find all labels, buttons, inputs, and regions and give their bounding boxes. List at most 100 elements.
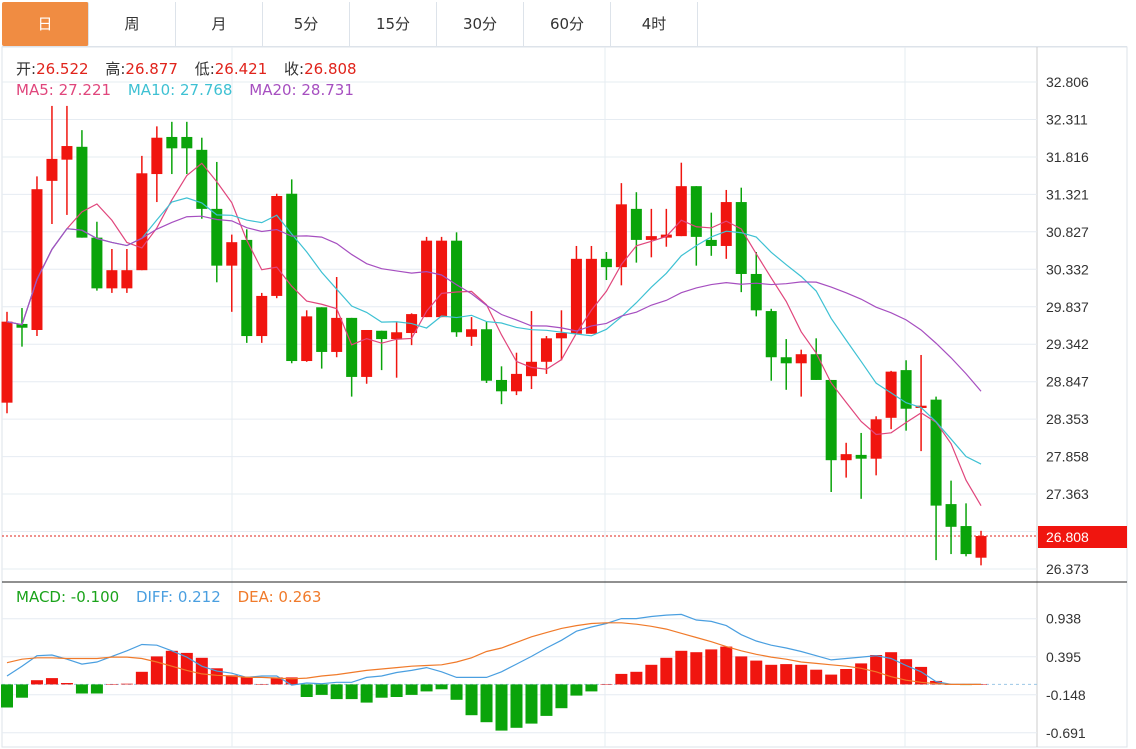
- candle-body: [391, 332, 403, 340]
- candle-body: [930, 399, 942, 506]
- candle-body: [885, 371, 897, 418]
- macd-bar: [45, 678, 58, 685]
- price-tick-label: 27.858: [1046, 449, 1089, 465]
- candle-up: [585, 245, 597, 334]
- ma10-label: MA10:: [127, 81, 180, 99]
- tab-1[interactable]: 周: [89, 2, 176, 46]
- macd-bar: [255, 684, 268, 685]
- macd-bar: [870, 655, 883, 685]
- candle-up: [421, 236, 433, 318]
- macd-bar: [825, 674, 838, 685]
- candle-body: [825, 379, 837, 461]
- candle-down: [16, 308, 28, 347]
- candle-body: [421, 240, 433, 318]
- price-tick-label: 31.321: [1046, 186, 1089, 202]
- macd-bar: [390, 684, 403, 697]
- macd-bar: [375, 684, 388, 698]
- current-price-tag: 26.808: [1038, 526, 1127, 548]
- candle-body: [585, 258, 597, 334]
- tab-3[interactable]: 5分: [263, 2, 350, 46]
- candle-body: [121, 270, 133, 289]
- macd-bar: [885, 652, 898, 685]
- macd-bar: [930, 680, 943, 685]
- candle-body: [331, 317, 343, 352]
- open-label: 开:: [16, 60, 37, 78]
- macd-bar: [705, 649, 718, 685]
- ohlc-legend: 开:26.522 高:26.877 低:26.421 收:26.808: [16, 58, 357, 79]
- candle-body: [196, 149, 208, 209]
- candle-body: [466, 329, 478, 337]
- candles-layer: [1, 105, 987, 566]
- candle-up: [510, 352, 522, 396]
- candle-body: [720, 202, 732, 246]
- macd-bar: [15, 684, 28, 698]
- candle-down: [496, 366, 508, 405]
- ma10-value: 27.768: [179, 81, 233, 99]
- chart-frame: [1, 46, 1128, 748]
- macd-bar: [480, 684, 493, 723]
- candle-body: [675, 186, 687, 237]
- candle-up: [645, 208, 657, 258]
- macd-bar: [780, 664, 793, 685]
- candle-down: [765, 308, 777, 381]
- tab-4[interactable]: 15分: [350, 2, 437, 46]
- candle-up: [331, 277, 343, 358]
- candle-down: [930, 396, 942, 561]
- high-label: 高:: [105, 60, 126, 78]
- high-value: 26.877: [125, 60, 178, 78]
- candle-up: [915, 354, 927, 452]
- macd-bar: [105, 684, 118, 685]
- macd-bar: [30, 680, 43, 685]
- diff-line: [6, 613, 982, 686]
- candle-body: [975, 536, 987, 558]
- macd-bar: [570, 684, 583, 696]
- candle-up: [151, 126, 163, 203]
- tab-0[interactable]: 日: [2, 2, 89, 46]
- ma20-label: MA20:: [249, 81, 302, 99]
- candle-body: [750, 273, 762, 311]
- macd-bar: [750, 660, 763, 685]
- candle-up: [436, 236, 448, 318]
- candle-body: [31, 189, 43, 330]
- tab-5[interactable]: 30分: [437, 2, 524, 46]
- candle-up: [271, 193, 283, 299]
- candle-down: [630, 192, 642, 263]
- candle-down: [600, 252, 612, 281]
- candle-body: [570, 258, 582, 334]
- candle-body: [301, 316, 313, 362]
- tab-7[interactable]: 4时: [611, 2, 698, 46]
- macd-tick-label: 0.395: [1046, 649, 1081, 665]
- macd-bar: [240, 676, 253, 685]
- candle-up: [795, 349, 807, 397]
- candle-up: [391, 321, 403, 378]
- candle-up: [540, 336, 552, 374]
- candle-up: [615, 183, 627, 286]
- tab-2[interactable]: 月: [176, 2, 263, 46]
- candle-up: [256, 292, 268, 343]
- tab-6[interactable]: 60分: [524, 2, 611, 46]
- grid: [1, 46, 1128, 748]
- ma5-label: MA5:: [16, 81, 59, 99]
- macd-bar: [450, 684, 463, 700]
- macd-bar: [525, 684, 538, 724]
- price-axis: 32.806 32.311 31.816 31.321 30.827 30.332 29.8…: [1046, 74, 1089, 741]
- candle-down: [780, 339, 792, 390]
- candle-body: [870, 419, 882, 459]
- macd-bar: [690, 652, 703, 685]
- close-value: 26.808: [304, 60, 357, 78]
- candle-down: [211, 161, 223, 283]
- candle-down: [346, 317, 358, 397]
- candle-up: [121, 248, 133, 293]
- candle-body: [540, 338, 552, 362]
- ma10-line: [6, 197, 982, 465]
- macd-bar: [1, 684, 13, 708]
- candle-up: [226, 234, 238, 312]
- candle-down: [705, 212, 717, 256]
- candle-body: [630, 208, 642, 240]
- candle-body: [915, 405, 927, 408]
- candle-up: [885, 370, 897, 430]
- ma20-value: 28.731: [301, 81, 354, 99]
- candle-up: [975, 530, 987, 566]
- candle-body: [316, 307, 328, 352]
